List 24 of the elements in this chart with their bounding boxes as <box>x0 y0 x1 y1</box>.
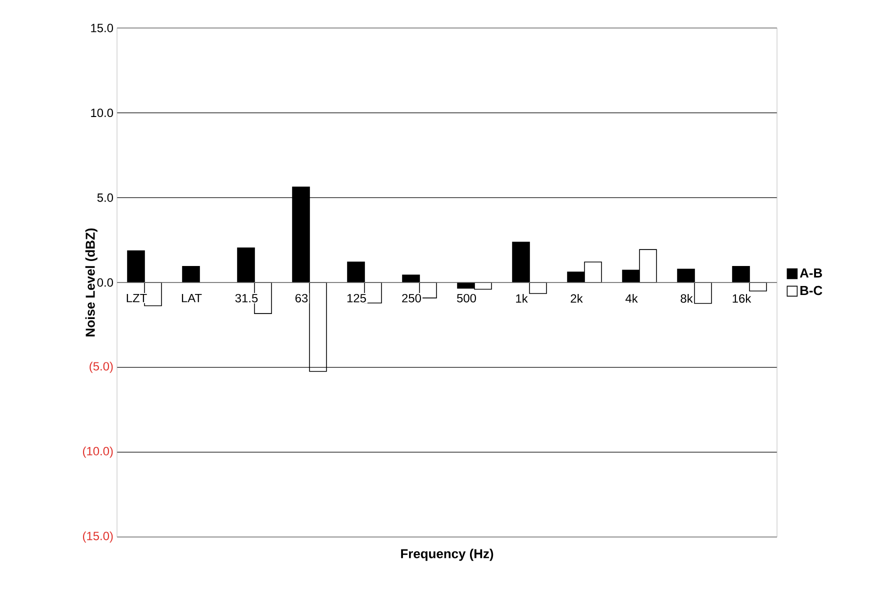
x-tick-label: 8k <box>680 294 693 303</box>
legend-label: A-B <box>800 268 822 278</box>
x-tick-label: 31.5 <box>235 294 258 302</box>
y-tick-label: 15.0 <box>91 24 114 32</box>
x-tick-label: 2k <box>570 294 583 303</box>
y-tick-label: 0.0 <box>97 278 114 287</box>
bar <box>182 266 200 283</box>
y-axis-title: Noise Level (dBZ) <box>85 228 98 336</box>
y-tick-label: 10.0 <box>91 108 114 118</box>
x-tick-label: 500 <box>457 294 476 302</box>
y-tick-label: (5.0) <box>90 362 113 373</box>
y-tick-label: (15.0) <box>82 531 113 543</box>
y-tick-label: 5.0 <box>97 193 114 202</box>
x-tick-label: 250 <box>402 294 422 302</box>
x-axis-title: Frequency (Hz) <box>401 548 494 561</box>
x-tick-label: LZT <box>126 294 147 302</box>
x-tick-label: 125 <box>347 294 366 302</box>
x-tick-label: LAT <box>182 294 202 302</box>
x-tick-label: 4k <box>625 294 638 303</box>
legend-label: B-C <box>800 286 822 296</box>
x-tick-label: 63 <box>295 294 308 302</box>
y-tick-label: (10.0) <box>82 446 113 458</box>
x-tick-label: 1k <box>516 294 528 303</box>
x-tick-label: 16k <box>732 294 752 303</box>
